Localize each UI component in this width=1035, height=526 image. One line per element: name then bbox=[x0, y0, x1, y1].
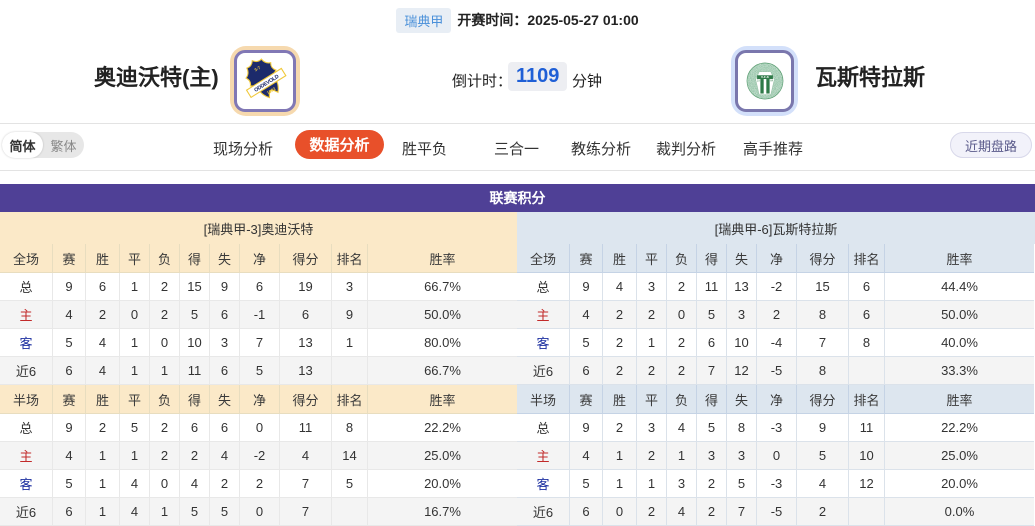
svg-text:V-F-K: V-F-K bbox=[760, 75, 769, 79]
